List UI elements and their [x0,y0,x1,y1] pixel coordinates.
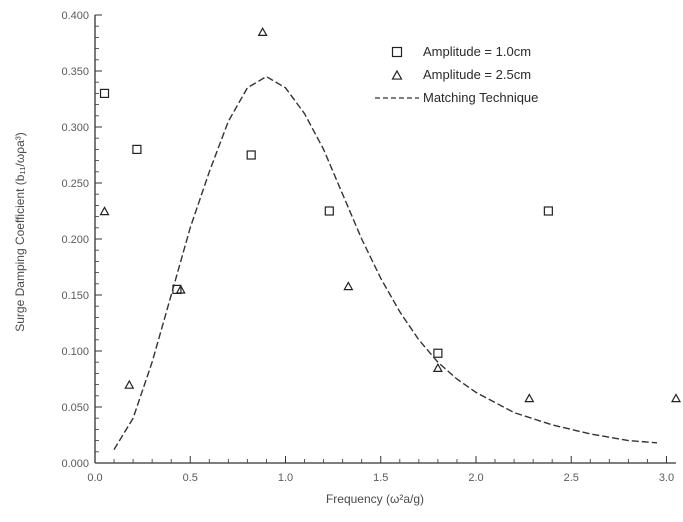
data-point-amp-2-5cm [432,362,443,372]
legend-square-icon [391,46,403,58]
data-point-amp-2-5cm [343,281,354,291]
axes [94,15,676,464]
legend-label: Amplitude = 1.0cm [423,44,531,59]
legend-item: Matching Technique [375,90,538,105]
x-tick-label: 3.0 [659,472,674,484]
x-tick-label: 1.5 [373,472,388,484]
legend-label: Matching Technique [423,90,538,105]
data-point-amp-2-5cm [175,284,186,294]
data-point-amp-2-5cm [257,26,268,37]
series-2 [113,75,658,450]
legend-triangle-icon [391,69,403,80]
data-point-amp-1-0cm [324,206,334,216]
x-axis-title: Frequency (ω²a/g) [326,492,424,506]
data-point-amp-1-0cm [433,348,443,358]
y-tick-label: 0.300 [61,122,89,134]
x-ticks: 0.0 0.5 1.0 1.5 2.0 2.5 3.0 [87,456,674,484]
legend-item: Amplitude = 1.0cm [391,44,531,59]
data-point-amp-1-0cm [99,88,110,99]
y-axis-title: Surge Damping Coefficient (b₁₁/ωρa³) [13,132,27,332]
data-point-amp-2-5cm [670,393,682,403]
y-ticks: 0.000 0.050 0.100 0.150 0.200 0.250 0.300 0.350… [61,10,102,470]
y-tick-label: 0.050 [61,402,89,414]
data-point-amp-2-5cm [524,393,535,403]
matching-technique-line [113,75,658,450]
legend: Amplitude = 1.0cm Amplitude = 2.5cm Matchi… [375,44,538,105]
series-0 [99,88,553,358]
legend-item: Amplitude = 2.5cm [391,67,531,82]
y-tick-label: 0.200 [61,234,89,246]
y-tick-label: 0.400 [61,10,89,22]
series-1 [99,26,682,403]
x-tick-label: 0.5 [183,472,198,484]
series-layer [99,26,682,450]
y-tick-label: 0.150 [61,290,89,302]
data-point-amp-1-0cm [246,150,256,160]
data-point-amp-1-0cm [132,144,142,154]
data-point-amp-1-0cm [543,206,553,216]
x-tick-label: 1.0 [278,472,293,484]
y-tick-label: 0.000 [61,458,89,470]
legend-label: Amplitude = 2.5cm [423,67,531,82]
y-tick-label: 0.100 [61,346,89,358]
x-tick-label: 2.5 [564,472,579,484]
y-tick-label: 0.350 [61,66,89,78]
data-point-amp-2-5cm [124,379,135,389]
data-point-amp-2-5cm [99,206,110,216]
y-tick-label: 0.250 [61,178,89,190]
x-tick-label: 2.0 [468,472,483,484]
x-tick-label: 0.0 [87,472,102,484]
